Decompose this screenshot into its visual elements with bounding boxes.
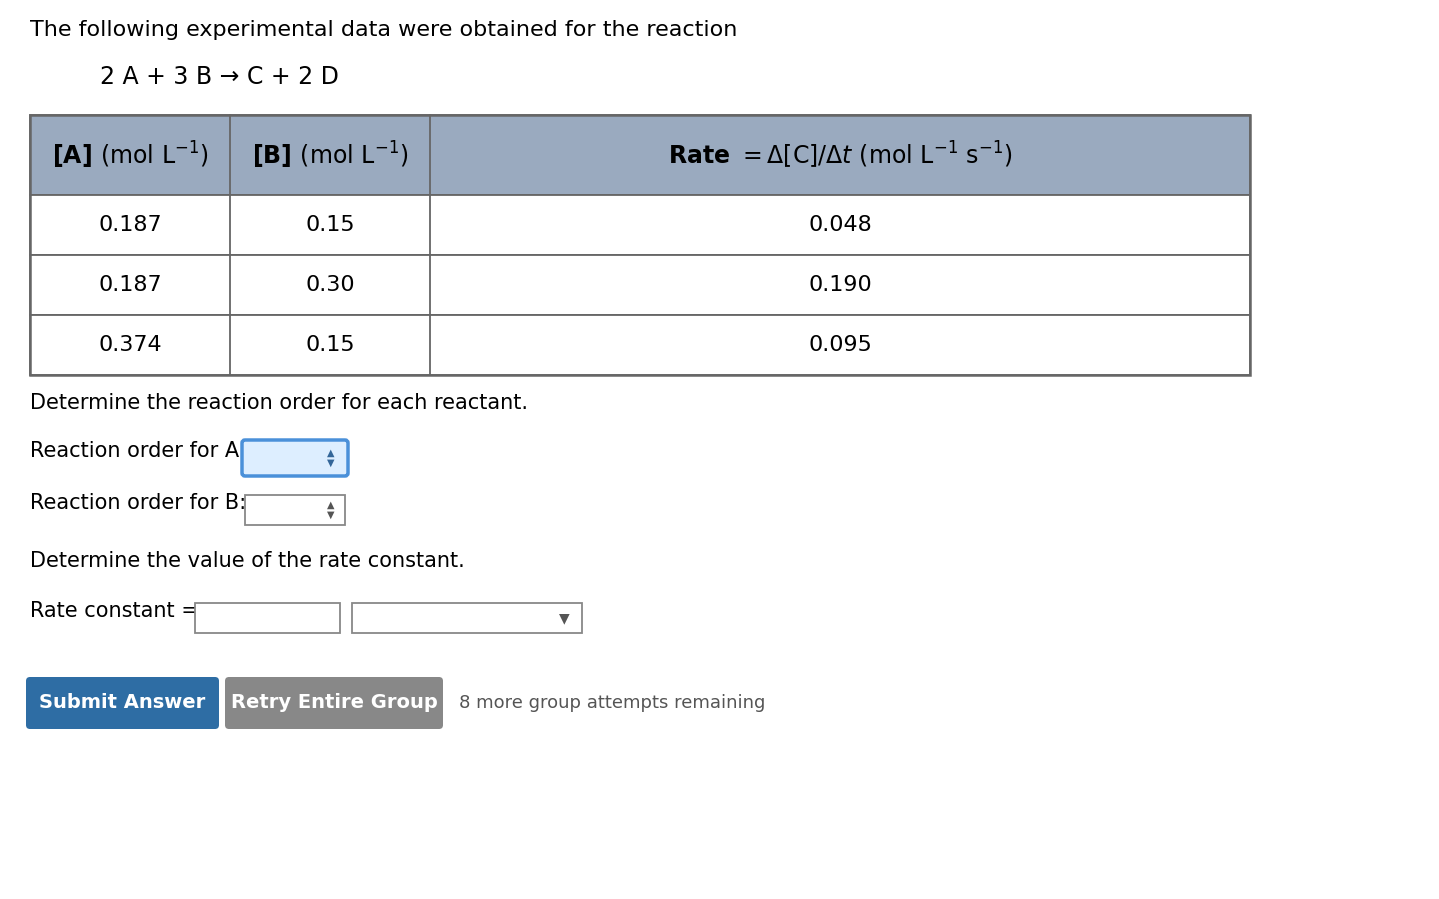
FancyBboxPatch shape: [26, 677, 219, 729]
Bar: [30, 115, 1250, 195]
Text: 0.187: 0.187: [98, 275, 161, 295]
Bar: [196, 603, 340, 633]
FancyBboxPatch shape: [242, 440, 348, 476]
Bar: [30, 255, 1250, 315]
Text: 0.095: 0.095: [809, 335, 872, 355]
Text: 2 A + 3 B → C + 2 D: 2 A + 3 B → C + 2 D: [99, 65, 338, 89]
Text: 0.15: 0.15: [305, 335, 355, 355]
Text: ▼: ▼: [327, 510, 335, 520]
Text: [B] $\left(\mathrm{mol\ L}^{-1}\right)$: [B] $\left(\mathrm{mol\ L}^{-1}\right)$: [252, 139, 409, 171]
Bar: [353, 603, 581, 633]
Text: 0.187: 0.187: [98, 215, 161, 235]
Bar: [245, 495, 345, 525]
Text: Retry Entire Group: Retry Entire Group: [230, 693, 437, 713]
Text: 0.15: 0.15: [305, 215, 355, 235]
Text: 0.190: 0.190: [809, 275, 872, 295]
Bar: [30, 115, 1250, 375]
Bar: [30, 195, 1250, 255]
Text: Reaction order for A:: Reaction order for A:: [30, 441, 246, 461]
Text: Rate $= \Delta[\mathrm{C}]/\Delta t\ \left(\mathrm{mol\ L}^{-1}\ \mathrm{s}^{-1}: Rate $= \Delta[\mathrm{C}]/\Delta t\ \le…: [668, 139, 1012, 171]
Text: Determine the value of the rate constant.: Determine the value of the rate constant…: [30, 551, 465, 571]
Text: 0.30: 0.30: [305, 275, 355, 295]
Text: Reaction order for B:: Reaction order for B:: [30, 493, 246, 513]
Text: 8 more group attempts remaining: 8 more group attempts remaining: [459, 694, 766, 712]
Text: Submit Answer: Submit Answer: [39, 693, 206, 713]
FancyBboxPatch shape: [224, 677, 443, 729]
Text: Rate constant =: Rate constant =: [30, 601, 199, 621]
Text: ▲: ▲: [327, 500, 335, 510]
Text: ▼: ▼: [558, 611, 570, 625]
Bar: [30, 315, 1250, 375]
Text: Determine the reaction order for each reactant.: Determine the reaction order for each re…: [30, 393, 528, 413]
Text: The following experimental data were obtained for the reaction: The following experimental data were obt…: [30, 20, 737, 40]
Text: ▼: ▼: [327, 458, 335, 468]
Text: [A] $\left(\mathrm{mol\ L}^{-1}\right)$: [A] $\left(\mathrm{mol\ L}^{-1}\right)$: [52, 139, 209, 171]
Text: 0.048: 0.048: [809, 215, 872, 235]
Text: ▲: ▲: [327, 448, 335, 458]
Text: 0.374: 0.374: [98, 335, 161, 355]
